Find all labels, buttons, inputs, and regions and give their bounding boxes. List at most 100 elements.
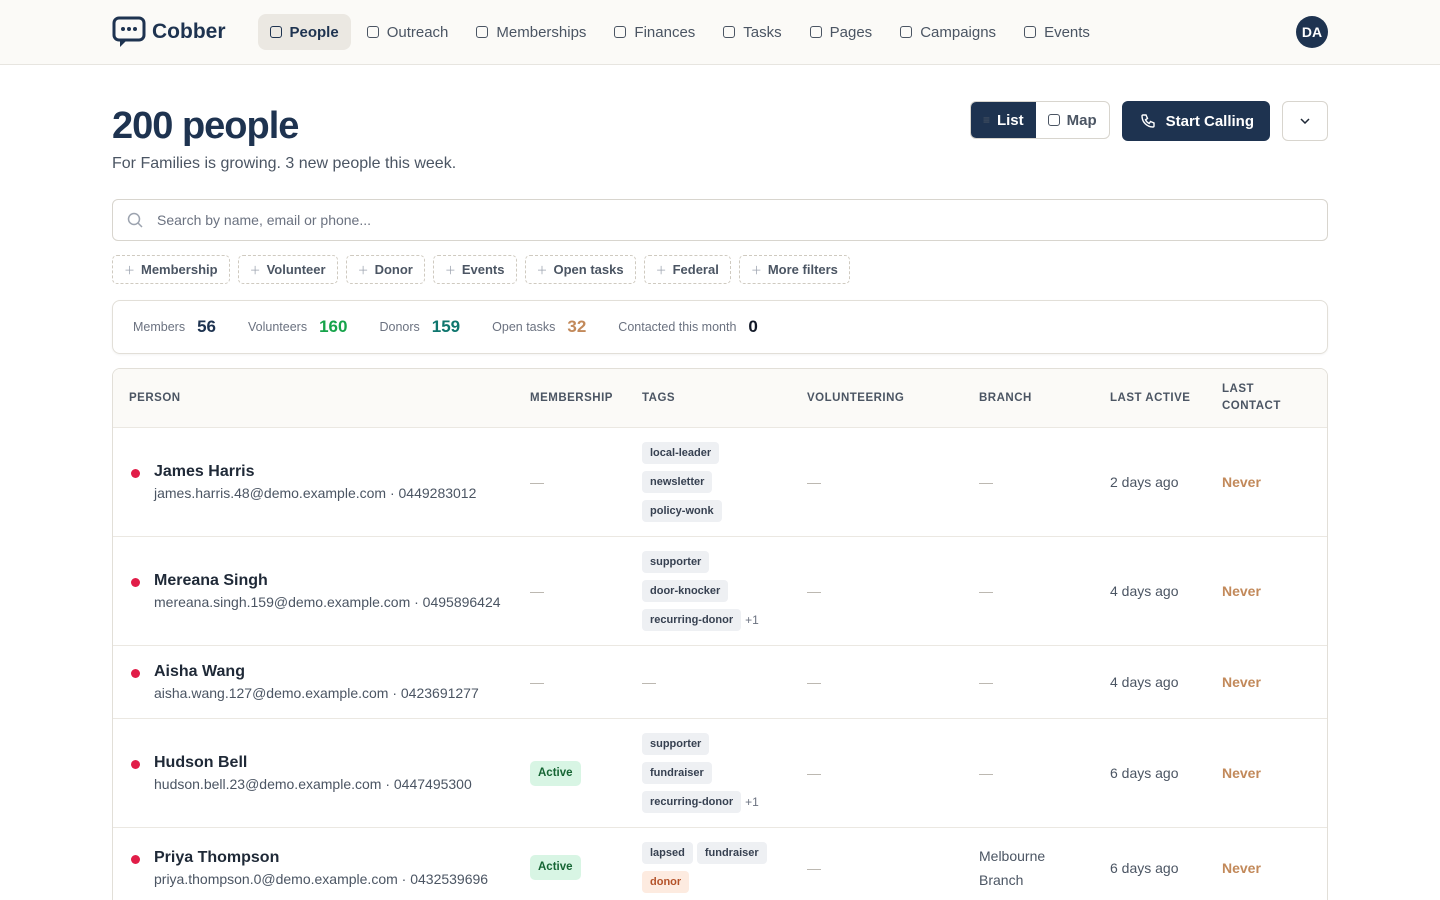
tag: newsletter <box>642 471 713 493</box>
nav-icon <box>900 26 913 38</box>
brand[interactable]: Cobber <box>112 16 226 48</box>
filters: ＋ Membership ＋ Volunteer ＋ Donor ＋ Events ＋ Open … <box>112 255 1328 284</box>
nav-item[interactable]: Pages <box>798 14 885 50</box>
cell-value: Never <box>1222 674 1261 690</box>
filter-label: Volunteer <box>266 262 326 277</box>
person-cell: Priya Thompson priya.thompson.0@demo.exam… <box>113 849 530 887</box>
cell: — <box>979 474 1110 490</box>
view-map[interactable]: Map <box>1036 102 1109 138</box>
cell-value: 4 days ago <box>1110 674 1179 690</box>
nav-icon <box>614 26 627 38</box>
nav-item[interactable]: Tasks <box>711 14 793 50</box>
view-label: List <box>996 111 1024 129</box>
status-dot <box>131 578 140 587</box>
cell-value: Never <box>1222 474 1261 490</box>
nav-item[interactable]: Finances <box>602 14 707 50</box>
filter-chip[interactable]: ＋ More filters <box>738 255 850 284</box>
nav-label: Outreach <box>386 23 449 41</box>
filter-chip[interactable]: ＋ Donor <box>345 255 425 284</box>
cell: Melbourne Branch <box>979 844 1110 892</box>
avatar[interactable]: DA <box>1296 16 1328 48</box>
table-row[interactable]: Hudson Bell hudson.bell.23@demo.example.c… <box>113 719 1327 828</box>
plus-icon: ＋ <box>357 264 369 277</box>
nav-label: Tasks <box>743 23 782 41</box>
cell-value: — <box>979 765 993 781</box>
nav-item[interactable]: Events <box>1012 14 1102 50</box>
top-nav: Cobber People Outreach Memberships Finances… <box>0 0 1440 65</box>
filter-chip[interactable]: ＋ Membership <box>112 255 230 284</box>
actions: ≡ List Map Start Calling <box>969 101 1328 141</box>
tag: supporter <box>642 733 710 755</box>
plus-icon: ＋ <box>655 264 667 277</box>
stat-value: 56 <box>197 317 217 336</box>
cell: Never <box>1222 674 1327 690</box>
status-dot <box>131 760 140 769</box>
nav-icon <box>476 26 489 38</box>
cell-value: Never <box>1222 765 1261 781</box>
tags-cell: local-leader newsletter policy-wonk <box>642 428 772 536</box>
filter-chip[interactable]: ＋ Volunteer <box>237 255 338 284</box>
stat: Members 56 <box>133 317 216 337</box>
cell: — <box>807 474 979 490</box>
stat-value: 0 <box>748 317 758 336</box>
table-row[interactable]: Mereana Singh mereana.singh.159@demo.exam… <box>113 537 1327 646</box>
membership: Active <box>530 855 581 880</box>
cell: 2 days ago <box>1110 474 1222 490</box>
tag: fundraiser <box>642 762 712 784</box>
tags-cell: supporter door-knocker recurring-donor +1 <box>642 537 772 645</box>
cell-value: — <box>979 583 993 599</box>
filter-chip[interactable]: ＋ Events <box>432 255 517 284</box>
tag: recurring-donor <box>642 609 742 631</box>
nav-icon <box>809 26 822 38</box>
person-contact: hudson.bell.23@demo.example.com · 044749… <box>154 776 472 792</box>
cell: Never <box>1222 860 1327 876</box>
stat: Open tasks 32 <box>492 317 586 337</box>
cell: — <box>530 583 642 599</box>
cell: 4 days ago <box>1110 674 1222 690</box>
nav-item[interactable]: People <box>257 14 351 50</box>
nav-item[interactable]: Outreach <box>355 14 461 50</box>
view-list[interactable]: ≡ List <box>970 102 1036 138</box>
cell-value: — <box>807 765 821 781</box>
tag: door-knocker <box>642 580 729 602</box>
filter-chip[interactable]: ＋ Open tasks <box>524 255 636 284</box>
more-menu[interactable] <box>1282 101 1328 141</box>
tag: donor <box>642 871 690 893</box>
plus-icon: ＋ <box>124 264 135 277</box>
person-cell: Aisha Wang aisha.wang.127@demo.example.co… <box>113 663 530 701</box>
cell: — <box>979 583 1110 599</box>
status-dot <box>131 854 140 864</box>
cell: 6 days ago <box>1110 765 1222 781</box>
tags-cell: lapsed fundraiser donor <box>642 828 772 900</box>
nav-item[interactable]: Memberships <box>464 14 598 50</box>
nav-label: Memberships <box>496 23 587 41</box>
plus-icon: ＋ <box>249 264 261 277</box>
start-calling[interactable]: Start Calling <box>1121 101 1270 141</box>
view-toggle: ≡ List Map <box>969 101 1110 139</box>
table-row[interactable]: Aisha Wang aisha.wang.127@demo.example.co… <box>113 646 1327 719</box>
tag: lapsed <box>642 842 693 864</box>
cell-value: — <box>642 674 656 690</box>
person-info: Hudson Bell hudson.bell.23@demo.example.c… <box>154 754 472 792</box>
filter-chip[interactable]: ＋ Federal <box>643 255 731 284</box>
column-header: TAGS <box>642 391 676 404</box>
cta-label: Start Calling <box>1165 112 1254 130</box>
search-box[interactable]: Search by name, email or phone... <box>112 199 1328 241</box>
nav-icon <box>723 26 736 38</box>
cell: Active <box>530 855 642 880</box>
tag: local-leader <box>642 442 720 464</box>
brand-name: Cobber <box>152 20 226 43</box>
table-header: PERSON MEMBERSHIP TAGS VOLUNTEERING BRANCH LA… <box>113 369 1327 428</box>
person-info: Mereana Singh mereana.singh.159@demo.exam… <box>154 572 501 610</box>
person-cell: James Harris james.harris.48@demo.example… <box>113 463 530 501</box>
cell: — <box>979 765 1110 781</box>
nav-icon <box>1024 26 1037 38</box>
table-row[interactable]: Priya Thompson priya.thompson.0@demo.exam… <box>113 828 1327 900</box>
cell: Never <box>1222 765 1327 781</box>
table-row[interactable]: James Harris james.harris.48@demo.example… <box>113 428 1327 537</box>
nav-item[interactable]: Campaigns <box>888 14 1008 50</box>
cell: — <box>979 674 1110 690</box>
plus-icon: ＋ <box>444 264 456 277</box>
stat-label: Volunteers <box>248 320 308 334</box>
